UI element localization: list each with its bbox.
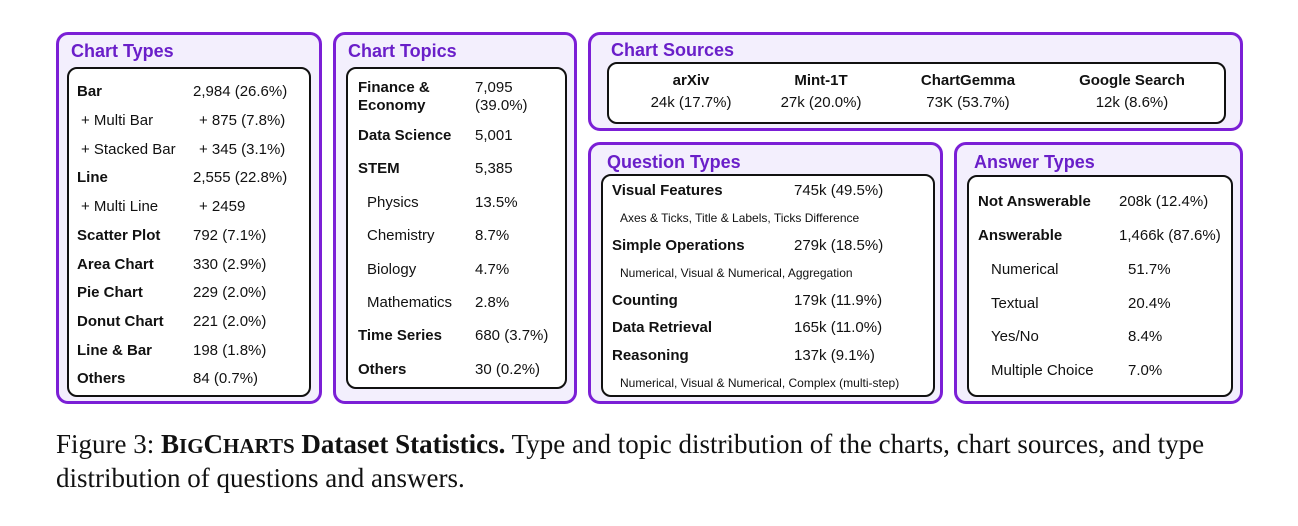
question-types-title: Question Types xyxy=(607,152,741,172)
caption-prefix: Figure 3: xyxy=(56,429,161,459)
chart-sources-title: Chart Sources xyxy=(611,40,735,60)
question-types-panel: Question Types Visual Features 745k (49.5… xyxy=(588,142,943,404)
source-google-search: Google Search 12k (8.6%) xyxy=(1079,72,1185,111)
caption-name-harts: HARTS xyxy=(223,434,295,458)
caption-name-b: B xyxy=(161,429,180,459)
chart-types-title: Chart Types xyxy=(71,41,174,61)
chart-types-panel: Chart Types Bar 2,984 (26.6%) + Multi Bar… xyxy=(56,32,322,404)
source-arxiv: arXiv 24k (17.7%) xyxy=(650,72,732,111)
caption-name-c: C xyxy=(203,429,224,459)
chart-topics-table: Finance & Economy 7,095 (39.0%) Data Scie… xyxy=(346,67,567,389)
answer-types-table: Not Answerable 208k (12.4%) Answerable 1,4… xyxy=(967,175,1233,397)
caption-bold-title: Dataset Statistics. xyxy=(294,429,506,459)
answer-types-panel: Answer Types Not Answerable 208k (12.4%) … xyxy=(954,142,1243,404)
chart-topics-title: Chart Topics xyxy=(348,41,457,61)
chart-sources-panel: Chart Sources arXiv 24k (17.7%) Mint-1T 27… xyxy=(588,32,1243,131)
figure-caption: Figure 3: BIGCHARTS Dataset Statistics. … xyxy=(56,428,1246,494)
chart-types-table: Bar 2,984 (26.6%) + Multi Bar + 875 (7.8%)… xyxy=(67,67,311,397)
answer-types-title: Answer Types xyxy=(974,152,1095,172)
source-chartgemma: ChartGemma 73K (53.7%) xyxy=(920,72,1016,111)
source-mint-1t: Mint-1T 27k (20.0%) xyxy=(780,72,862,111)
chart-topics-panel: Chart Topics Finance & Economy 7,095 (39.… xyxy=(333,32,577,404)
question-types-table: Visual Features 745k (49.5%) Axes & Ticks… xyxy=(601,174,935,397)
chart-sources-table: arXiv 24k (17.7%) Mint-1T 27k (20.0%) Char… xyxy=(607,62,1226,124)
caption-name-ig: IG xyxy=(179,434,204,458)
caption-text: Type and topic distribution of the chart… xyxy=(56,429,1205,493)
